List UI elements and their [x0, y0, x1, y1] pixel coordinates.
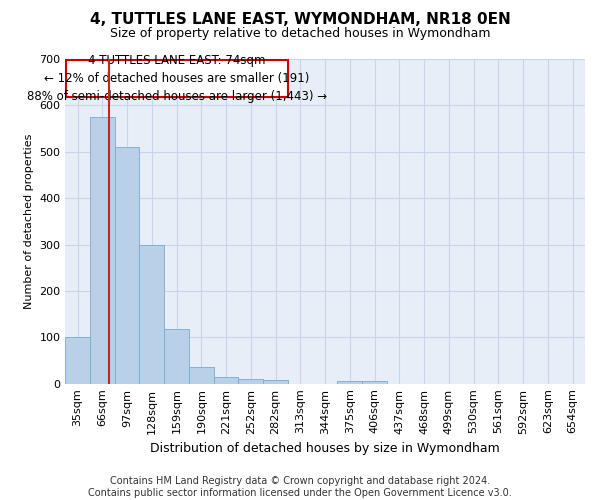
Bar — [189, 366, 214, 384]
Bar — [337, 382, 362, 384]
Bar — [164, 329, 189, 384]
Text: 4, TUTTLES LANE EAST, WYMONDHAM, NR18 0EN: 4, TUTTLES LANE EAST, WYMONDHAM, NR18 0E… — [89, 12, 511, 28]
Text: Contains HM Land Registry data © Crown copyright and database right 2024.
Contai: Contains HM Land Registry data © Crown c… — [88, 476, 512, 498]
Text: Size of property relative to detached houses in Wymondham: Size of property relative to detached ho… — [110, 28, 490, 40]
Bar — [214, 376, 238, 384]
Bar — [90, 117, 115, 384]
Bar — [362, 382, 387, 384]
Y-axis label: Number of detached properties: Number of detached properties — [23, 134, 34, 309]
Bar — [263, 380, 288, 384]
Bar — [238, 379, 263, 384]
Bar — [65, 338, 90, 384]
Bar — [115, 147, 139, 384]
Bar — [139, 244, 164, 384]
X-axis label: Distribution of detached houses by size in Wymondham: Distribution of detached houses by size … — [150, 442, 500, 455]
Text: 4 TUTTLES LANE EAST: 74sqm
← 12% of detached houses are smaller (191)
88% of sem: 4 TUTTLES LANE EAST: 74sqm ← 12% of deta… — [27, 54, 327, 103]
FancyBboxPatch shape — [65, 60, 288, 97]
